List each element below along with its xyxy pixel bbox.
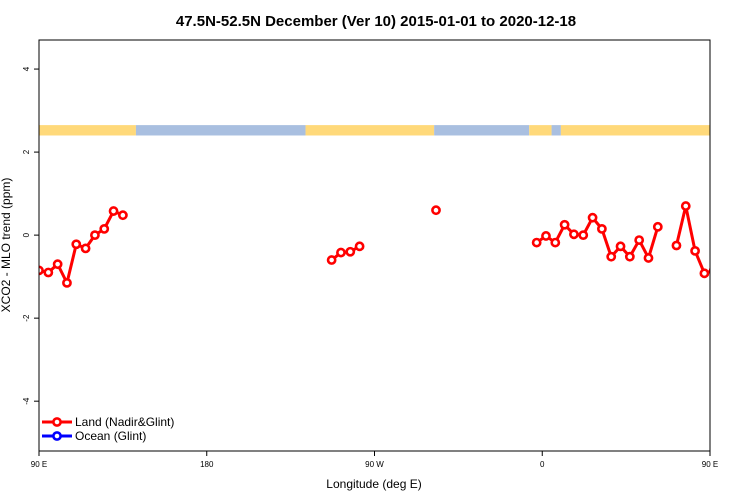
x-tick-label: 180 bbox=[200, 460, 214, 469]
x-tick-label: 90 E bbox=[702, 460, 718, 469]
data-point bbox=[108, 206, 119, 216]
x-axis: 90 E 180 90 W 0 90 E bbox=[31, 451, 718, 469]
series-line bbox=[39, 209, 124, 285]
plot-frame bbox=[38, 39, 711, 452]
data-point bbox=[569, 229, 579, 240]
series-line bbox=[674, 204, 710, 275]
data-point bbox=[671, 240, 682, 251]
data-point bbox=[624, 251, 635, 262]
data-point bbox=[43, 267, 54, 278]
data-point bbox=[719, 269, 726, 276]
y-tick-label: 0 bbox=[22, 232, 31, 237]
x-axis-label: Longitude (deg E) bbox=[326, 477, 421, 491]
strip-segment-land bbox=[39, 125, 136, 136]
legend: Land (Nadir&Glint)Ocean (Glint) bbox=[42, 415, 174, 443]
data-point bbox=[345, 246, 356, 257]
strip-segment-ocean bbox=[551, 125, 561, 136]
data-point bbox=[559, 219, 570, 230]
data-point bbox=[531, 237, 542, 248]
data-point bbox=[634, 235, 645, 246]
strip-segment-ocean bbox=[135, 125, 306, 136]
data-point bbox=[90, 230, 100, 241]
legend-item: Ocean (Glint) bbox=[42, 429, 146, 443]
data-point bbox=[615, 241, 626, 252]
data-point bbox=[52, 259, 63, 270]
data-point bbox=[699, 268, 710, 279]
data-point bbox=[62, 277, 72, 288]
legend-item: Land (Nadir&Glint) bbox=[42, 415, 174, 429]
y-axis: -4 -2 0 2 4 bbox=[22, 66, 39, 405]
data-point bbox=[738, 279, 745, 286]
legend-label: Land (Nadir&Glint) bbox=[75, 415, 174, 429]
strip-segment-ocean bbox=[434, 125, 530, 136]
legend-marker bbox=[52, 431, 62, 441]
legend-label: Ocean (Glint) bbox=[75, 429, 146, 443]
data-point bbox=[690, 245, 700, 256]
data-point bbox=[708, 267, 710, 274]
data-point bbox=[541, 231, 551, 241]
data-point bbox=[117, 210, 128, 221]
data-point bbox=[550, 237, 561, 248]
data-point bbox=[680, 201, 691, 211]
y-axis-label: XCO2 - MLO trend (ppm) bbox=[0, 178, 13, 313]
data-point bbox=[606, 251, 617, 262]
data-point bbox=[336, 247, 346, 258]
data-point bbox=[99, 223, 110, 234]
x-tick-label: 0 bbox=[540, 460, 545, 469]
y-tick-label: 2 bbox=[22, 149, 31, 154]
data-point bbox=[587, 212, 598, 223]
strip-segment-land bbox=[529, 125, 552, 136]
data-point bbox=[729, 261, 736, 268]
y-tick-label: -2 bbox=[22, 314, 31, 322]
series-layer bbox=[39, 201, 745, 288]
data-point bbox=[354, 241, 365, 252]
y-tick-label: -4 bbox=[22, 397, 31, 405]
data-point bbox=[80, 243, 91, 254]
legend-marker bbox=[52, 417, 62, 427]
x-tick-label: 90 W bbox=[365, 460, 384, 469]
data-point bbox=[326, 255, 337, 265]
data-point bbox=[431, 205, 441, 216]
surface-type-strip bbox=[39, 125, 710, 136]
chart-title: 47.5N-52.5N December (Ver 10) 2015-01-01… bbox=[176, 13, 576, 30]
strip-segment-land bbox=[560, 125, 710, 136]
data-point bbox=[578, 230, 589, 241]
data-point bbox=[643, 253, 654, 263]
y-tick-label: 4 bbox=[22, 66, 31, 71]
data-point bbox=[652, 221, 663, 232]
data-point bbox=[596, 223, 607, 234]
strip-segment-land bbox=[305, 125, 435, 136]
x-tick-label: 90 E bbox=[31, 460, 47, 469]
data-point bbox=[71, 239, 82, 250]
